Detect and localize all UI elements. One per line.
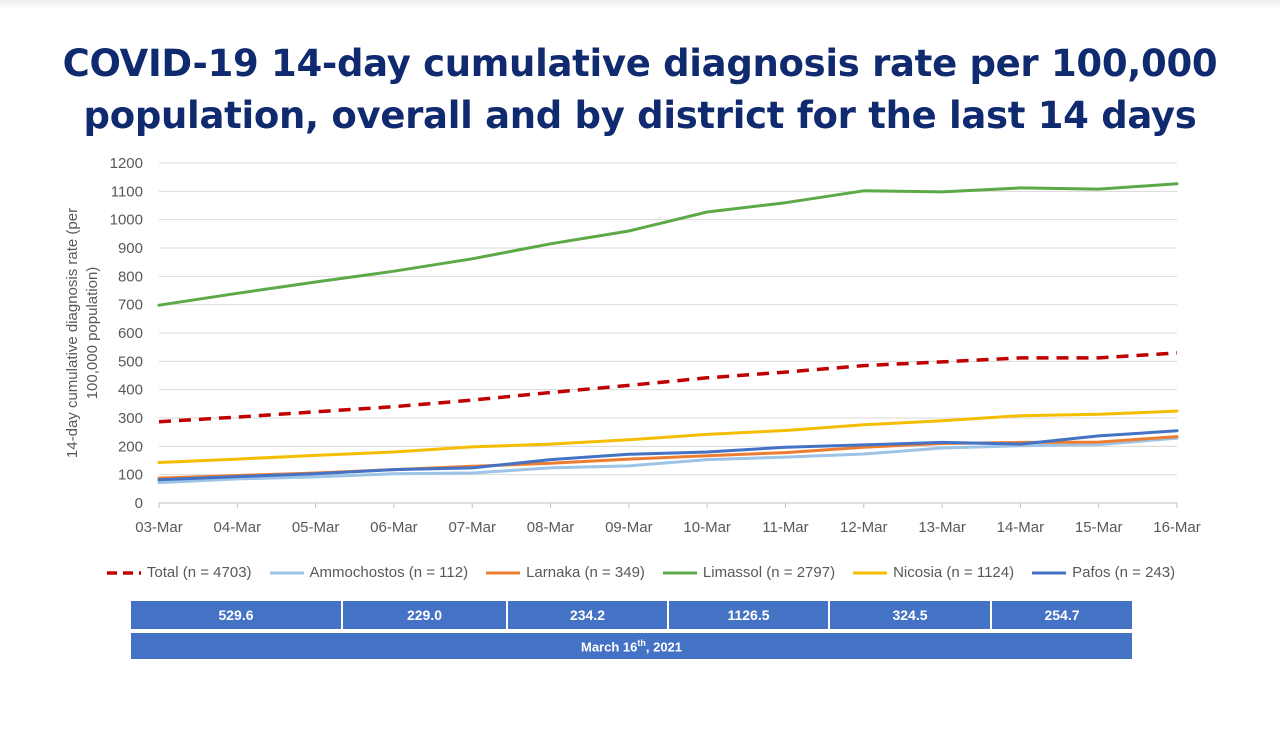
values-row: 529.6 229.0 234.2 1126.5 324.5 254.7 bbox=[131, 601, 1132, 629]
y-tick-label: 900 bbox=[118, 240, 143, 257]
legend-swatch bbox=[486, 571, 521, 574]
y-tick-label: 1000 bbox=[110, 212, 143, 229]
y-tick-label: 100 bbox=[118, 467, 143, 484]
legend-label: Ammochostos (n = 112) bbox=[309, 564, 469, 581]
y-tick-label: 500 bbox=[118, 353, 143, 370]
x-tick-label: 16-Mar bbox=[1153, 519, 1201, 536]
legend-item: Larnaka (n = 349) bbox=[484, 564, 645, 581]
title-line-2: population, overall and by district for … bbox=[83, 94, 1197, 137]
legend-label: Limassol (n = 2797) bbox=[702, 564, 836, 581]
value-cell: 324.5 bbox=[830, 601, 992, 629]
x-tick-label: 06-Mar bbox=[370, 519, 418, 536]
series-line bbox=[157, 436, 1179, 485]
y-tick-label: 400 bbox=[118, 382, 143, 399]
chart-legend: Total (n = 4703) Ammochostos (n = 112) Lar… bbox=[0, 564, 1280, 581]
y-tick-label: 0 bbox=[135, 495, 143, 512]
x-tick-label: 15-Mar bbox=[1075, 519, 1123, 536]
value-cell: 1126.5 bbox=[669, 601, 830, 629]
legend-label: Total (n = 4703) bbox=[146, 564, 252, 581]
x-tick-label: 08-Mar bbox=[527, 519, 575, 536]
x-tick-label: 10-Mar bbox=[683, 519, 731, 536]
y-tick-label: 600 bbox=[118, 325, 143, 342]
legend-swatch bbox=[853, 571, 888, 574]
y-tick-label: 1200 bbox=[110, 155, 143, 172]
legend-label: Larnaka (n = 349) bbox=[526, 564, 645, 581]
x-tick-label: 03-Mar bbox=[135, 519, 183, 536]
x-tick-label: 05-Mar bbox=[292, 519, 340, 536]
x-tick-label: 11-Mar bbox=[762, 519, 808, 536]
x-tick-label: 09-Mar bbox=[605, 519, 653, 536]
legend-swatch bbox=[662, 571, 697, 574]
x-tick-label: 13-Mar bbox=[918, 519, 966, 536]
y-tick-label: 1100 bbox=[111, 183, 143, 200]
line-chart: 0 100 200 300 400 500 600 700 800 900 1000 1100 1200… bbox=[64, 155, 1201, 536]
title-line-1: COVID-19 14-day cumulative diagnosis rat… bbox=[62, 42, 1218, 85]
value-cell: 229.0 bbox=[343, 601, 508, 629]
y-axis-label-line-1: 14-day cumulative diagnosis rate (per bbox=[64, 208, 81, 458]
legend-swatch bbox=[1032, 571, 1067, 574]
y-tick-label: 300 bbox=[118, 410, 143, 427]
x-tick-label: 04-Mar bbox=[214, 519, 262, 536]
series-line bbox=[157, 429, 1179, 482]
legend-item: Nicosia (n = 1124) bbox=[851, 564, 1014, 581]
legend-item: Total (n = 4703) bbox=[105, 564, 252, 581]
value-cell: 254.7 bbox=[1044, 607, 1080, 623]
value-cell: 234.2 bbox=[508, 601, 669, 629]
series-line bbox=[158, 351, 1178, 424]
legend-item: Ammochostos (n = 112) bbox=[268, 564, 469, 581]
x-tick-label: 14-Mar bbox=[997, 519, 1045, 536]
x-tick-label: 07-Mar bbox=[448, 519, 496, 536]
y-tick-label: 800 bbox=[118, 268, 143, 285]
legend-label: Nicosia (n = 1124) bbox=[893, 564, 1015, 581]
y-axis-label-line-2: 100,000 population) bbox=[84, 267, 101, 400]
series-line bbox=[157, 409, 1179, 464]
legend-item: Pafos (n = 243) bbox=[1030, 564, 1175, 581]
page-title: COVID-19 14-day cumulative diagnosis rat… bbox=[0, 38, 1280, 142]
legend-swatch bbox=[106, 570, 141, 575]
legend-label: Pafos (n = 243) bbox=[1072, 564, 1176, 581]
value-cell: 529.6 bbox=[131, 601, 343, 629]
y-tick-label: 700 bbox=[118, 297, 143, 314]
date-row: March 16th, 2021 bbox=[131, 633, 1132, 659]
top-rule bbox=[0, 0, 1280, 10]
x-tick-label: 12-Mar bbox=[840, 519, 888, 536]
y-tick-label: 200 bbox=[118, 438, 143, 455]
legend-swatch bbox=[269, 571, 304, 574]
series-line bbox=[157, 182, 1179, 307]
date-label: March 16th, 2021 bbox=[580, 637, 683, 655]
legend-item: Limassol (n = 2797) bbox=[661, 564, 835, 581]
